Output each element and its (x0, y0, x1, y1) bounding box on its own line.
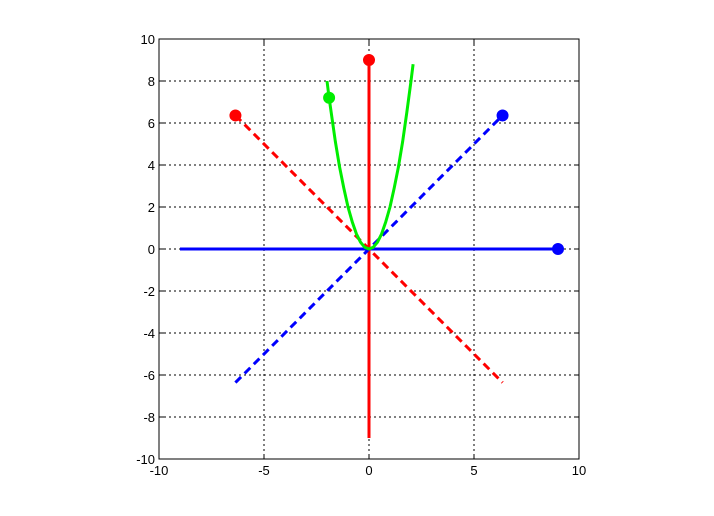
y-tick-label: -10 (136, 452, 155, 467)
x-tick-label: -10 (150, 463, 169, 478)
y-tick-label: -2 (143, 284, 155, 299)
y-tick-label: 4 (148, 158, 155, 173)
series-marker-1 (363, 54, 375, 66)
series-marker-4 (323, 91, 336, 104)
y-tick-label: -6 (143, 368, 155, 383)
x-tick-label: -5 (258, 463, 270, 478)
y-tick-label: 0 (148, 242, 155, 257)
y-tick-label: -8 (143, 410, 155, 425)
series-marker-2 (496, 109, 509, 122)
y-tick-label: 10 (141, 32, 155, 47)
x-tick-label: 5 (470, 463, 477, 478)
x-tick-label: 10 (572, 463, 586, 478)
y-tick-label: 8 (148, 74, 155, 89)
y-tick-label: -4 (143, 326, 155, 341)
series-marker-3 (229, 109, 242, 122)
series-marker-0 (552, 243, 564, 255)
y-tick-label: 2 (148, 200, 155, 215)
y-tick-label: 6 (148, 116, 155, 131)
x-tick-label: 0 (365, 463, 372, 478)
series-line-4 (325, 64, 415, 251)
